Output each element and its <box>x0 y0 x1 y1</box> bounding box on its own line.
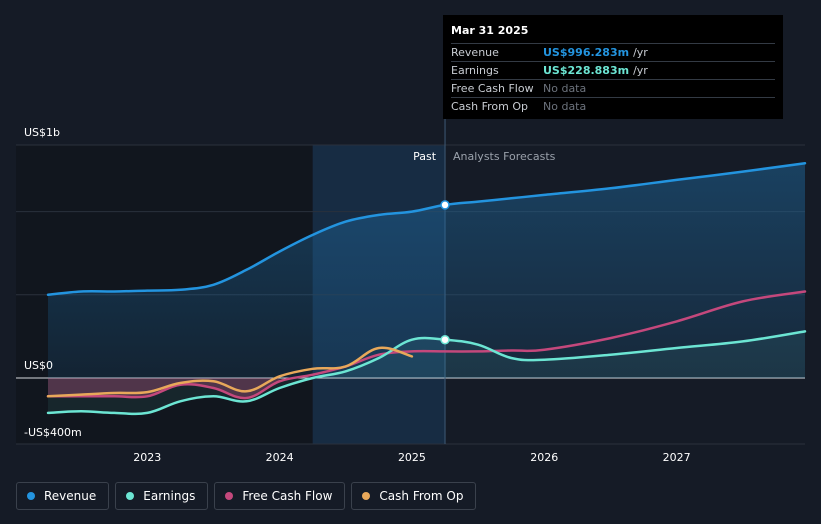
marker-revenue <box>440 200 450 210</box>
y-tick-label: US$1b <box>24 126 60 139</box>
cash-from-op-dot-icon <box>362 492 371 500</box>
tooltip-label: Earnings <box>451 64 499 77</box>
tooltip-label: Cash From Op <box>451 100 529 113</box>
series-line-free-cash-flow <box>46 290 807 400</box>
series-line-cash-from-op <box>46 346 414 398</box>
forecast-label: Analysts Forecasts <box>453 150 556 163</box>
x-tick-label: 2024 <box>266 451 294 464</box>
revenue-area <box>48 163 805 378</box>
tooltip-value: No data <box>543 100 587 113</box>
x-tick-label: 2025 <box>398 451 426 464</box>
legend-item-revenue[interactable]: Revenue <box>16 482 110 510</box>
tooltip-unit: /yr <box>633 46 648 59</box>
legend-item-free-cash-flow[interactable]: Free Cash Flow <box>214 482 346 510</box>
legend: Revenue Earnings Free Cash Flow Cash Fro… <box>16 482 477 510</box>
legend-label: Free Cash Flow <box>242 489 333 503</box>
tooltip-row-free-cash-flow: Free Cash Flow No data <box>451 79 775 97</box>
earnings-dot-icon <box>126 492 135 500</box>
revenue-dot-icon <box>27 492 35 500</box>
tooltip-unit: /yr <box>633 64 648 77</box>
tooltip: Mar 31 2025 Revenue US$996.283m /yr Earn… <box>443 15 783 119</box>
series-line-earnings <box>46 330 807 416</box>
tooltip-row-earnings: Earnings US$228.883m /yr <box>451 61 775 79</box>
tooltip-label: Free Cash Flow <box>451 82 534 95</box>
tooltip-value: No data <box>543 82 587 95</box>
free-cash-flow-dot-icon <box>225 492 234 500</box>
tooltip-label: Revenue <box>451 46 499 59</box>
legend-item-cash-from-op[interactable]: Cash From Op <box>351 482 477 510</box>
legend-label: Cash From Op <box>379 489 464 503</box>
legend-item-earnings[interactable]: Earnings <box>115 482 209 510</box>
marker-earnings <box>440 334 450 345</box>
tooltip-row-revenue: Revenue US$996.283m /yr <box>451 43 775 61</box>
tooltip-row-cash-from-op: Cash From Op No data <box>451 97 775 115</box>
legend-label: Earnings <box>143 489 196 503</box>
x-tick-label: 2023 <box>133 451 161 464</box>
y-tick-label: US$0 <box>24 359 53 372</box>
tooltip-value: US$996.283m <box>543 46 630 59</box>
tooltip-date: Mar 31 2025 <box>451 24 529 37</box>
earnings-area <box>48 331 805 414</box>
legend-label: Revenue <box>44 489 97 503</box>
series-line-revenue <box>46 162 807 297</box>
x-tick-label: 2027 <box>663 451 691 464</box>
past-label: Past <box>413 150 437 163</box>
x-tick-label: 2026 <box>530 451 558 464</box>
tooltip-value: US$228.883m <box>543 64 630 77</box>
y-tick-label: -US$400m <box>24 426 82 439</box>
